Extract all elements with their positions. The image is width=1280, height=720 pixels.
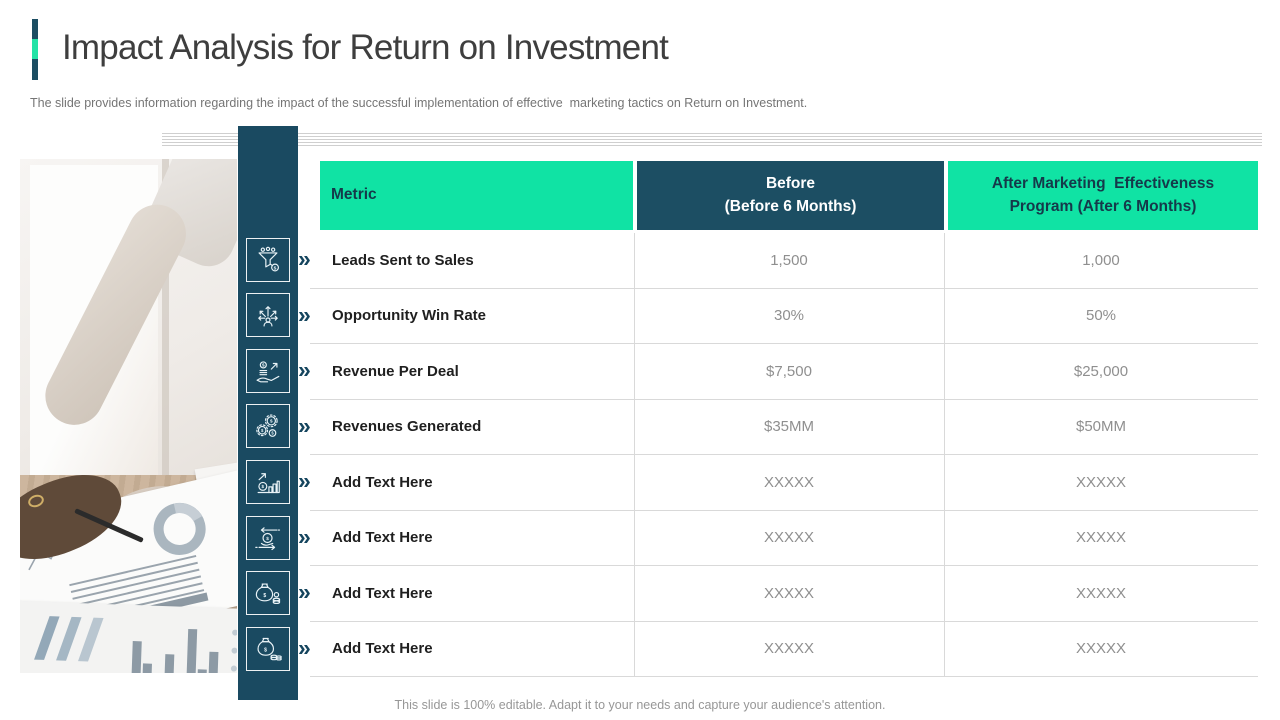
chart-growth-icon: $: [257, 473, 280, 494]
metric-cell: » Revenue Per Deal: [298, 344, 634, 399]
metric-label: Leads Sent to Sales: [332, 251, 474, 269]
icon-tile: $: [246, 460, 290, 504]
before-value: 30%: [773, 307, 805, 325]
page-title: Impact Analysis for Return on Investment: [62, 28, 669, 67]
metric-label: Opportunity Win Rate: [332, 307, 487, 325]
table-row: » Add Text Here XXXXX XXXXX: [298, 622, 1258, 677]
table-row: » Add Text Here XXXXX XXXXX: [298, 455, 1258, 511]
before-value: $7,500: [766, 362, 812, 380]
money-bag-stacks-icon: $: [257, 637, 282, 661]
accent-bar-bottom: [32, 59, 38, 80]
before-value: $35MM: [763, 418, 815, 436]
chevron-right-icon: »: [298, 523, 311, 550]
metric-cell: » Add Text Here: [298, 511, 634, 566]
header-line: (Before 6 Months): [724, 197, 857, 215]
icon-tile: $: [246, 238, 290, 282]
icon-tile: $: [246, 349, 290, 393]
after-value: XXXXX: [1075, 529, 1127, 547]
person-arrows-icon: [258, 306, 278, 327]
charts-paper: [20, 600, 237, 673]
desk-photo: [20, 159, 237, 673]
before-value: XXXXX: [763, 473, 815, 491]
svg-text:$: $: [262, 484, 265, 489]
svg-text:$: $: [264, 647, 267, 653]
header-line: After Marketing Effectiveness: [991, 175, 1215, 193]
svg-text:$: $: [261, 428, 264, 433]
icon-tile: $: [246, 571, 290, 615]
funnel-leads-icon: $: [258, 246, 279, 272]
icon-tile: $: [246, 516, 290, 560]
table-row: » Leads Sent to Sales 1,500 1,000: [298, 233, 1258, 289]
svg-text:$: $: [274, 265, 277, 271]
metric-label: Add Text Here: [332, 584, 433, 602]
stripe-decoration: [162, 133, 1262, 147]
chevron-right-icon: »: [298, 245, 311, 272]
metric-label: Revenue Per Deal: [332, 362, 459, 380]
chevron-right-icon: »: [298, 578, 311, 605]
icon-sidebar: $ $: [238, 126, 298, 700]
metric-label: Add Text Here: [332, 473, 433, 491]
chevron-right-icon: »: [298, 412, 311, 439]
table-row: » Add Text Here XXXXX XXXXX: [298, 511, 1258, 566]
title-accent-bars: [32, 19, 38, 80]
icon-tile: $: [246, 627, 290, 671]
table-row: » Add Text Here XXXXX XXXXX: [298, 566, 1258, 622]
after-value: XXXXX: [1075, 473, 1127, 491]
chevron-right-icon: »: [298, 301, 311, 328]
money-bag-icon: $: [255, 583, 281, 604]
column-header-metric: Metric: [320, 161, 633, 230]
before-value: XXXXX: [763, 529, 815, 547]
hand-coins-icon: $: [256, 361, 280, 383]
after-value: 50%: [1085, 307, 1117, 325]
metric-cell: » Add Text Here: [298, 622, 634, 677]
after-value: 1,000: [1082, 251, 1120, 269]
after-value: $50MM: [1075, 418, 1127, 436]
column-divider: [944, 233, 945, 677]
svg-text:$: $: [263, 593, 266, 599]
chevron-right-icon: »: [298, 356, 311, 383]
column-header-after: After Marketing Effectiveness Program (A…: [948, 161, 1258, 230]
header-line: Program (After 6 Months): [1009, 197, 1197, 215]
metric-label: Add Text Here: [332, 529, 433, 547]
metric-cell: » Leads Sent to Sales: [298, 233, 634, 288]
accent-bar-middle: [32, 39, 38, 59]
accent-bar-top: [32, 19, 38, 39]
chevron-right-icon: »: [298, 467, 311, 494]
before-value: XXXXX: [763, 640, 815, 658]
before-value: XXXXX: [763, 584, 815, 602]
icon-tile: [246, 293, 290, 337]
charts-graphic: [34, 616, 237, 673]
slide-subtitle: The slide provides information regarding…: [30, 96, 808, 110]
metric-label: Revenues Generated: [332, 418, 482, 436]
coin-exchange-icon: $: [255, 527, 281, 551]
table-row: » Opportunity Win Rate 30% 50%: [298, 289, 1258, 344]
icon-tile: $ $ $: [246, 404, 290, 448]
after-value: $25,000: [1073, 362, 1129, 380]
svg-text:$: $: [271, 431, 274, 436]
svg-text:$: $: [266, 536, 269, 541]
metric-cell: » Add Text Here: [298, 566, 634, 621]
gear-coins-icon: $ $ $: [256, 414, 278, 437]
metric-cell: » Opportunity Win Rate: [298, 289, 634, 344]
metric-cell: » Add Text Here: [298, 455, 634, 510]
after-value: XXXXX: [1075, 640, 1127, 658]
header-label: Metric: [331, 186, 377, 204]
metric-cell: » Revenues Generated: [298, 400, 634, 455]
header-line: Before: [765, 175, 816, 193]
editable-note: This slide is 100% editable. Adapt it to…: [394, 698, 886, 712]
after-value: XXXXX: [1075, 584, 1127, 602]
metrics-table: » Leads Sent to Sales 1,500 1,000 » Oppo…: [298, 233, 1258, 677]
chevron-right-icon: »: [298, 634, 311, 661]
column-divider: [634, 233, 635, 677]
svg-text:$: $: [270, 419, 273, 424]
table-row: » Revenue Per Deal $7,500 $25,000: [298, 344, 1258, 400]
before-value: 1,500: [770, 251, 808, 269]
svg-text:$: $: [262, 363, 265, 368]
table-row: » Revenues Generated $35MM $50MM: [298, 400, 1258, 455]
column-header-before: Before (Before 6 Months): [637, 161, 944, 230]
metric-label: Add Text Here: [332, 640, 433, 658]
window-frame: [162, 159, 169, 489]
